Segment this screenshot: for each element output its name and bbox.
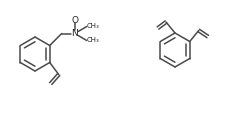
Text: CH₃: CH₃ <box>87 38 99 44</box>
Text: N: N <box>71 29 78 38</box>
Text: CH₃: CH₃ <box>87 24 99 29</box>
Text: O: O <box>71 16 78 25</box>
